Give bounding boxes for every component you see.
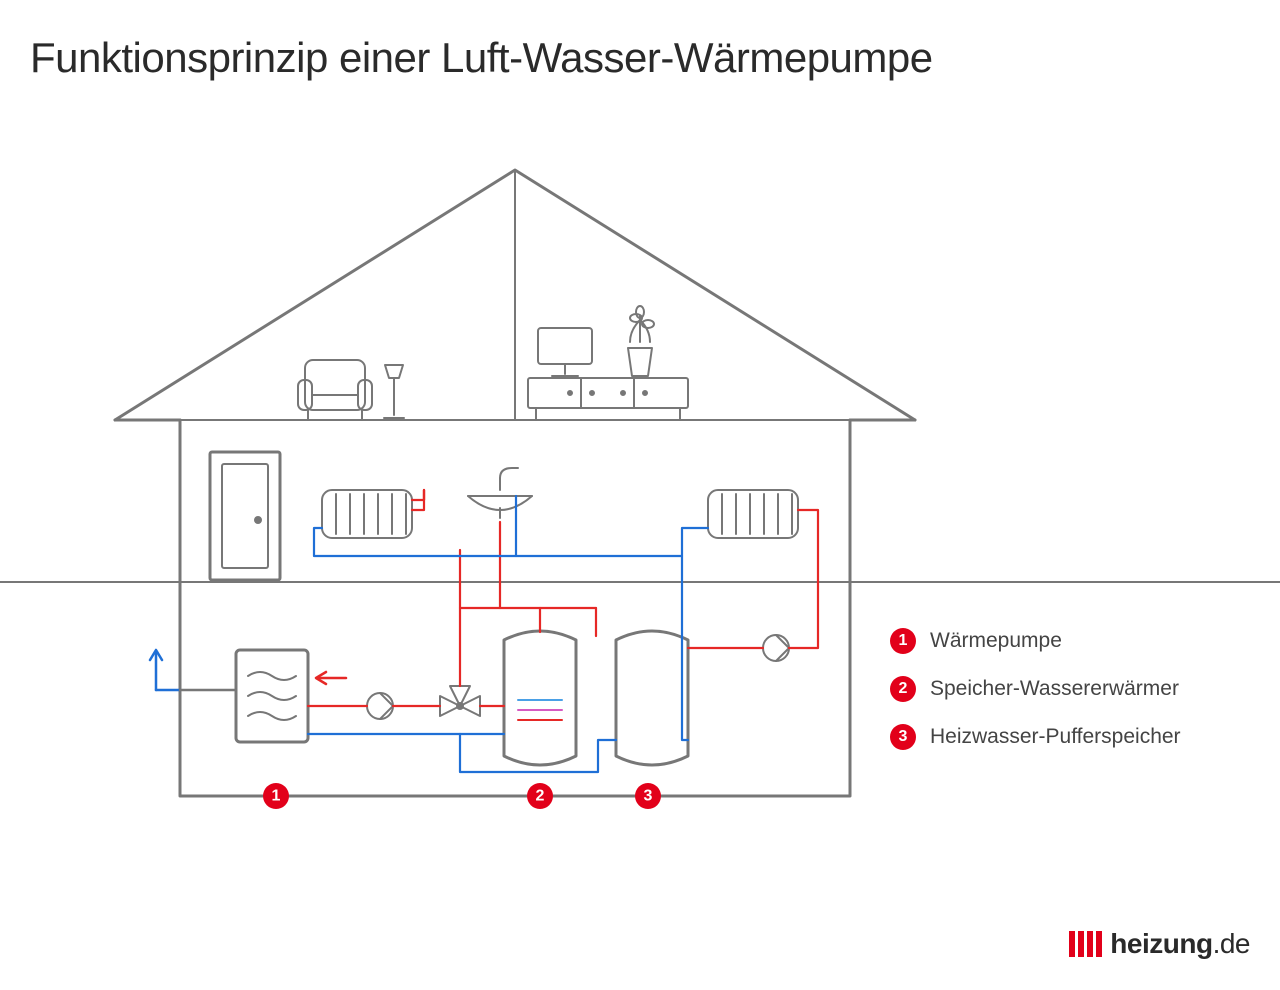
legend-item-2: 2 Speicher-Wassererwärmer <box>890 676 1181 702</box>
legend: 1 Wärmepumpe 2 Speicher-Wassererwärmer 3… <box>890 628 1181 772</box>
valve-icon <box>440 686 480 716</box>
legend-badge-2: 2 <box>890 676 916 702</box>
pump-left-icon <box>367 693 393 719</box>
legend-label-1: Wärmepumpe <box>930 629 1062 653</box>
brand-logo: heizung.de <box>1069 928 1250 960</box>
badge-3: 3 <box>635 783 661 809</box>
lamp-icon <box>384 365 404 418</box>
badge-1: 1 <box>263 783 289 809</box>
attic-furniture <box>298 306 688 420</box>
buffer-tank-3-icon <box>616 631 688 765</box>
badge-2: 2 <box>527 783 553 809</box>
legend-item-1: 1 Wärmepumpe <box>890 628 1181 654</box>
sideboard-icon <box>528 378 688 420</box>
sink-icon <box>468 468 532 518</box>
legend-badge-1: 1 <box>890 628 916 654</box>
legend-label-3: Heizwasser-Pufferspeicher <box>930 725 1181 749</box>
plant-icon <box>628 306 654 376</box>
svg-text:2: 2 <box>536 788 545 805</box>
radiator-right-icon <box>708 490 798 538</box>
tv-icon <box>538 328 592 376</box>
legend-item-3: 3 Heizwasser-Pufferspeicher <box>890 724 1181 750</box>
heatpump-unit-icon <box>236 650 308 742</box>
radiator-left-icon <box>322 490 412 538</box>
storage-tank-2-icon <box>504 631 576 765</box>
brand-name: heizung <box>1110 928 1212 959</box>
pump-right-icon <box>763 635 789 661</box>
svg-text:1: 1 <box>272 788 281 805</box>
legend-label-2: Speicher-Wassererwärmer <box>930 677 1179 701</box>
brand-tld: .de <box>1213 928 1250 959</box>
brand-text: heizung.de <box>1110 928 1250 960</box>
armchair-icon <box>298 360 372 420</box>
heatpump-diagram: 1 2 3 <box>0 0 1280 990</box>
brand-bars-icon <box>1069 931 1102 957</box>
legend-badge-3: 3 <box>890 724 916 750</box>
door-icon <box>210 452 280 580</box>
svg-text:3: 3 <box>644 788 653 805</box>
